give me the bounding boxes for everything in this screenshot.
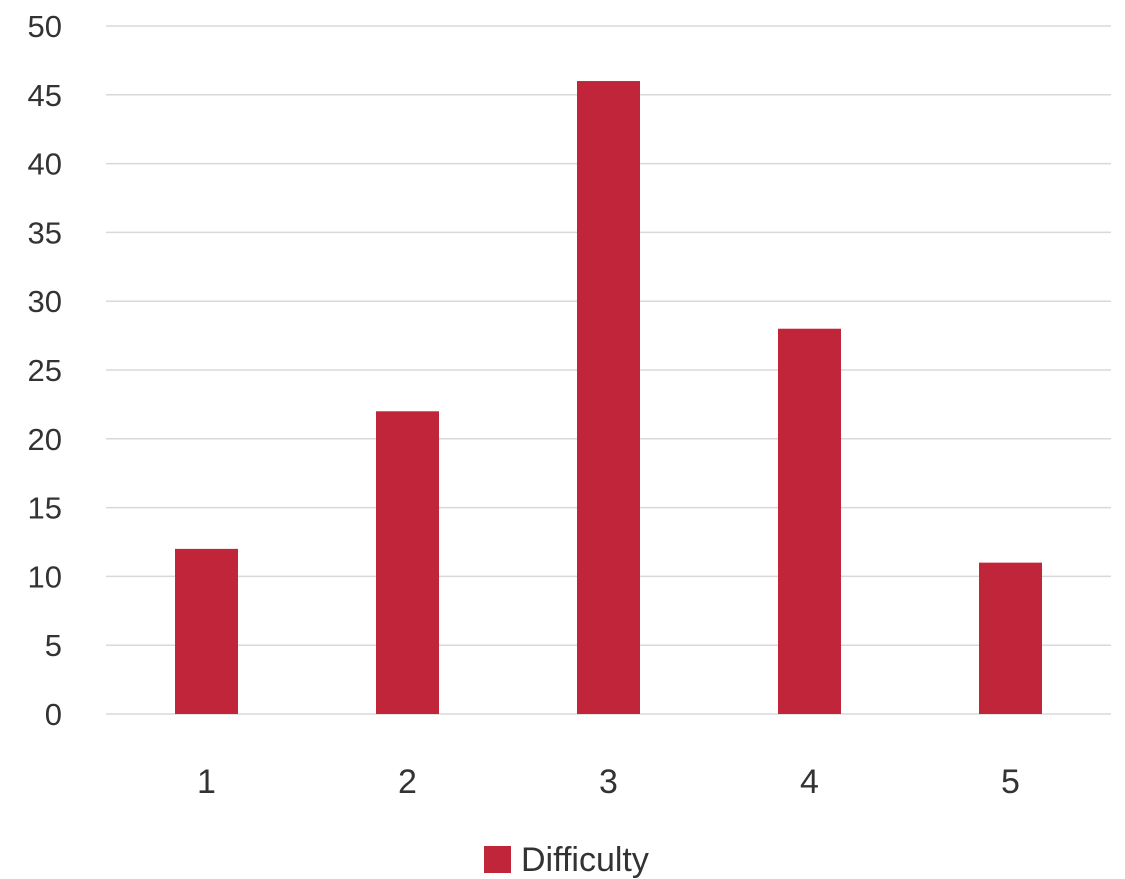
bar-4: [778, 328, 841, 714]
y-tick-label-40: 40: [28, 147, 62, 182]
x-tick-label-4: 4: [800, 763, 819, 801]
x-tick-label-3: 3: [599, 763, 618, 801]
bar-2: [376, 411, 439, 714]
y-tick-label-35: 35: [28, 215, 62, 250]
legend: Difficulty: [484, 841, 649, 879]
y-tick-label-25: 25: [28, 353, 62, 388]
legend-label-difficulty: Difficulty: [521, 841, 649, 879]
x-tick-label-1: 1: [197, 763, 216, 801]
bar-5: [979, 562, 1042, 714]
legend-swatch: [484, 846, 511, 873]
x-tick-label-5: 5: [1001, 763, 1020, 801]
y-tick-label-10: 10: [28, 559, 62, 594]
y-tick-label-5: 5: [45, 628, 62, 663]
y-tick-label-50: 50: [28, 9, 62, 44]
y-tick-label-0: 0: [45, 697, 62, 732]
bars: [175, 81, 1042, 715]
y-tick-label-45: 45: [28, 78, 62, 113]
bar-3: [577, 81, 640, 715]
bar-1: [175, 548, 238, 714]
y-tick-label-30: 30: [28, 284, 62, 319]
y-tick-label-20: 20: [28, 422, 62, 457]
x-tick-label-2: 2: [398, 763, 417, 801]
x-axis-ticks: 1 2 3 4 5: [197, 763, 1020, 801]
y-axis-ticks: 0 5 10 15 20 25 30 35 40 45 50: [28, 9, 62, 732]
y-tick-label-15: 15: [28, 491, 62, 526]
